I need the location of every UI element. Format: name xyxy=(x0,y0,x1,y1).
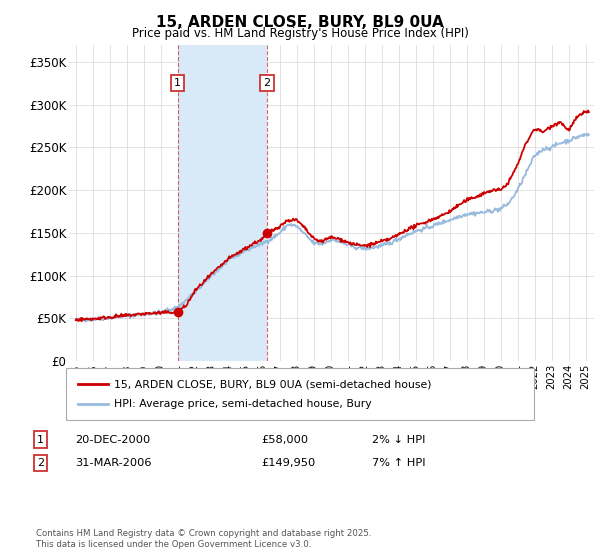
Text: 2% ↓ HPI: 2% ↓ HPI xyxy=(372,435,425,445)
Text: 15, ARDEN CLOSE, BURY, BL9 0UA: 15, ARDEN CLOSE, BURY, BL9 0UA xyxy=(156,15,444,30)
Text: Contains HM Land Registry data © Crown copyright and database right 2025.
This d: Contains HM Land Registry data © Crown c… xyxy=(36,529,371,549)
Text: £58,000: £58,000 xyxy=(261,435,308,445)
Text: Price paid vs. HM Land Registry's House Price Index (HPI): Price paid vs. HM Land Registry's House … xyxy=(131,27,469,40)
Text: 15, ARDEN CLOSE, BURY, BL9 0UA (semi-detached house): 15, ARDEN CLOSE, BURY, BL9 0UA (semi-det… xyxy=(114,379,431,389)
Text: 2: 2 xyxy=(37,458,44,468)
Text: 31-MAR-2006: 31-MAR-2006 xyxy=(75,458,151,468)
Text: 1: 1 xyxy=(174,78,181,88)
Text: 20-DEC-2000: 20-DEC-2000 xyxy=(75,435,150,445)
Text: 7% ↑ HPI: 7% ↑ HPI xyxy=(372,458,425,468)
Bar xyxy=(178,45,267,361)
Text: £149,950: £149,950 xyxy=(261,458,315,468)
Text: 1: 1 xyxy=(37,435,44,445)
Text: HPI: Average price, semi-detached house, Bury: HPI: Average price, semi-detached house,… xyxy=(114,399,371,409)
Text: 2: 2 xyxy=(263,78,271,88)
